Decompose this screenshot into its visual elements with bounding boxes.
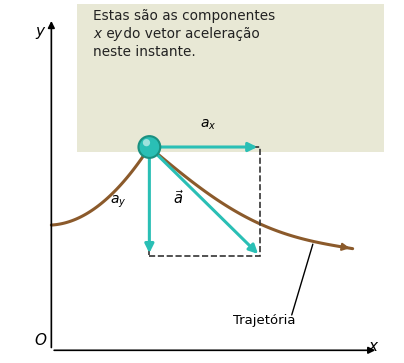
Text: Trajetória: Trajetória	[233, 314, 295, 327]
Text: e: e	[102, 27, 119, 41]
Text: neste instante.: neste instante.	[93, 45, 196, 60]
Text: $O$: $O$	[34, 333, 48, 348]
Bar	[149, 147, 260, 256]
Text: $y$: $y$	[35, 25, 46, 41]
Text: Estas são as componentes: Estas são as componentes	[93, 9, 276, 23]
Text: y: y	[114, 27, 122, 41]
Text: $a_x$: $a_x$	[200, 118, 217, 132]
Text: $x$: $x$	[368, 339, 380, 354]
Circle shape	[139, 136, 160, 158]
FancyBboxPatch shape	[77, 4, 383, 152]
Text: $\vec{a}$: $\vec{a}$	[173, 189, 184, 207]
Text: $a_y$: $a_y$	[110, 193, 127, 209]
Text: x: x	[93, 27, 101, 41]
Circle shape	[143, 139, 150, 146]
Text: do vetor aceleração: do vetor aceleração	[119, 27, 260, 41]
